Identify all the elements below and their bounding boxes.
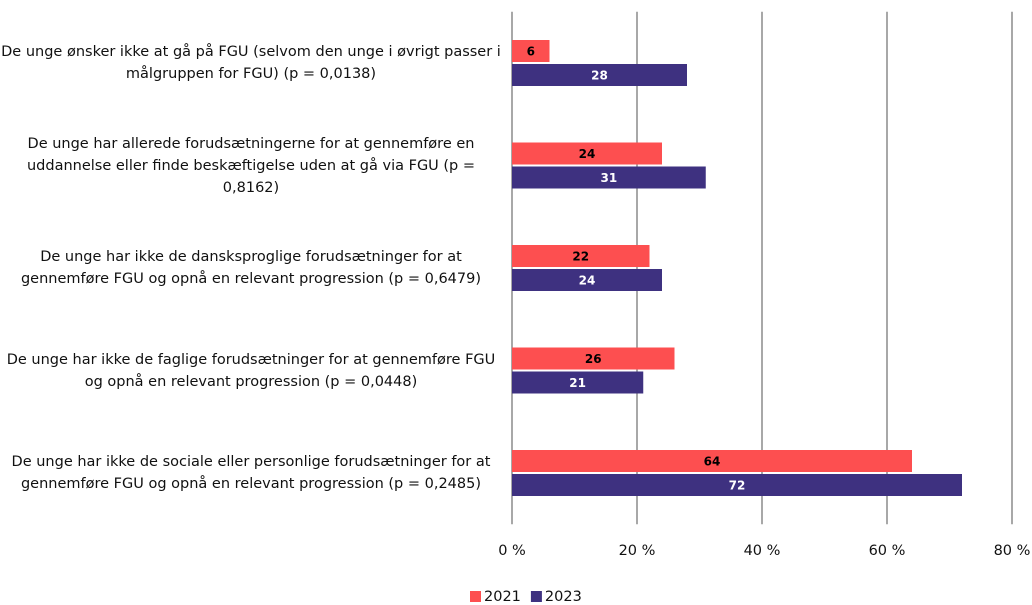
x-tick-label: 80 % xyxy=(994,543,1031,559)
value-label: 6 xyxy=(527,45,535,59)
value-label: 24 xyxy=(579,274,596,288)
legend-label: 2021 xyxy=(484,589,521,605)
category-label: De unge har ikke de sociale eller person… xyxy=(11,454,491,492)
bar xyxy=(512,142,662,165)
bar xyxy=(512,64,687,86)
bar xyxy=(512,347,675,370)
value-label: 64 xyxy=(704,455,721,469)
value-label: 21 xyxy=(569,376,586,390)
bar xyxy=(512,269,662,291)
x-tick-label: 20 % xyxy=(619,543,656,559)
x-tick-label: 0 % xyxy=(498,543,526,559)
value-label: 72 xyxy=(729,479,746,493)
category-label: De unge har ikke de faglige forudsætning… xyxy=(6,351,496,390)
value-label: 28 xyxy=(591,69,608,83)
category-label: De unge ønsker ikke at gå på FGU (selvom… xyxy=(1,44,501,82)
legend-swatch xyxy=(530,591,542,602)
value-label: 31 xyxy=(601,171,618,185)
bar xyxy=(512,40,550,62)
bar xyxy=(512,166,706,189)
value-label: 26 xyxy=(585,352,602,366)
value-label: 22 xyxy=(572,250,589,264)
legend-label: 2023 xyxy=(545,589,582,605)
bar xyxy=(512,371,644,394)
bar xyxy=(512,450,912,472)
legend-swatch xyxy=(470,591,481,602)
value-label: 24 xyxy=(579,147,596,161)
x-tick-label: 60 % xyxy=(869,543,906,559)
bar xyxy=(512,245,650,267)
category-label: De unge har allerede forudsætningerne fo… xyxy=(26,135,476,196)
bar xyxy=(512,474,962,496)
category-label: De unge har ikke de dansksproglige forud… xyxy=(20,249,482,287)
x-tick-label: 40 % xyxy=(744,543,781,559)
